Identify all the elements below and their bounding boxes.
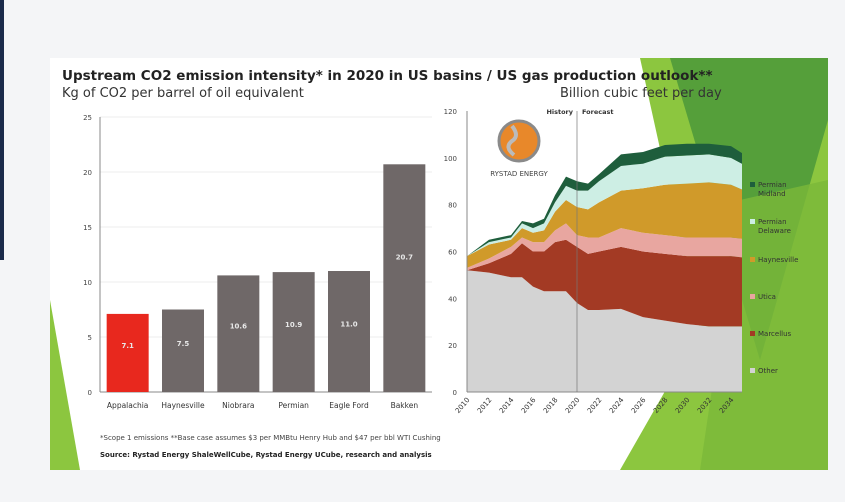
legend-label: Other: [758, 367, 778, 375]
bar-data-label: 10.6: [230, 323, 247, 331]
legend-label-line: Delaware: [758, 227, 791, 235]
chart-title: Upstream CO2 emission intensity* in 2020…: [62, 68, 713, 84]
bar-bakken: [383, 164, 426, 392]
y-tick-label: 10: [83, 279, 92, 287]
y-tick-label: 0: [88, 389, 92, 397]
green-decoration-right-mid: [700, 180, 828, 470]
x-category-label: Niobrara: [222, 401, 254, 410]
x-category-label: Bakken: [391, 401, 419, 410]
y-tick-label: 20: [83, 169, 92, 177]
bar-permian: [272, 272, 315, 392]
legend-label: Haynesville: [758, 256, 798, 264]
legend-label-line: Permian: [758, 218, 787, 226]
bar-haynesville: [162, 309, 204, 392]
y-tick-label: 5: [88, 334, 92, 342]
legend-label: Marcellus: [758, 330, 792, 338]
logo-swirl: [506, 124, 518, 157]
legend-swatch: [750, 331, 755, 336]
bar-data-label: 20.7: [396, 253, 413, 261]
legend-swatch: [750, 257, 755, 262]
y-tick-label: 100: [444, 155, 457, 163]
x-category-label: Eagle Ford: [329, 401, 369, 410]
bar-data-label: 7.5: [177, 340, 190, 348]
legend-swatch: [750, 182, 755, 187]
y-tick-label: 25: [83, 114, 92, 122]
y-tick-label: 80: [448, 202, 457, 210]
bar-data-label: 10.9: [285, 321, 302, 329]
area-chart-ylabel: Billion cubic feet per day: [560, 86, 722, 101]
area-permian-midland: [467, 143, 742, 257]
source-note: Source: Rystad Energy ShaleWellCube, Rys…: [100, 451, 432, 459]
bar-chart: 0 5 10 15 20 25 7.1 Appalachia 7.5 Haynesville 10.…: [83, 114, 432, 410]
bar-data-label: 11.0: [340, 321, 357, 329]
bar-niobrara: [217, 275, 260, 392]
area-permian-delaware: [467, 154, 742, 257]
bar-data-label: 7.1: [121, 342, 134, 350]
x-category-label: Permian: [278, 401, 309, 410]
legend-label-line: Permian: [758, 181, 787, 189]
x-category-label: Haynesville: [161, 401, 205, 410]
edge-strip: [0, 0, 4, 260]
annotation-forecast: Forecast: [582, 108, 613, 116]
area-other: [467, 270, 742, 392]
x-category-label: Appalachia: [107, 401, 148, 410]
logo-ring: [497, 119, 541, 163]
bar-eagle-ford: [328, 271, 370, 392]
legend-swatch: [750, 368, 755, 373]
legend-label: Utica: [758, 293, 776, 301]
bar-appalachia: [106, 313, 149, 392]
y-tick-label: 0: [453, 389, 457, 397]
legend-swatch: [750, 294, 755, 299]
footnote: *Scope 1 emissions **Base case assumes $…: [100, 434, 441, 442]
logo-text: RYSTAD ENERGY: [490, 170, 548, 178]
legend-label-line: Midland: [758, 190, 786, 198]
y-tick-label: 15: [83, 224, 92, 232]
legend-swatch: [750, 219, 755, 224]
y-tick-label: 40: [448, 295, 457, 303]
y-tick-label: 60: [448, 249, 457, 257]
green-decoration-left: [50, 300, 80, 470]
legend-label: Permian Delaware: [758, 218, 791, 235]
area-utica: [467, 223, 742, 271]
area-marcellus: [467, 239, 742, 327]
y-tick-label: 20: [448, 342, 457, 350]
y-tick-label: 120: [444, 108, 457, 116]
annotation-history: History: [546, 108, 573, 116]
legend-label: Permian Midland: [758, 181, 787, 198]
area-haynesville: [467, 182, 742, 268]
rystad-logo: RYSTAD ENERGY: [490, 119, 549, 178]
bar-chart-ylabel: Kg of CO2 per barrel of oil equivalent: [62, 86, 304, 101]
